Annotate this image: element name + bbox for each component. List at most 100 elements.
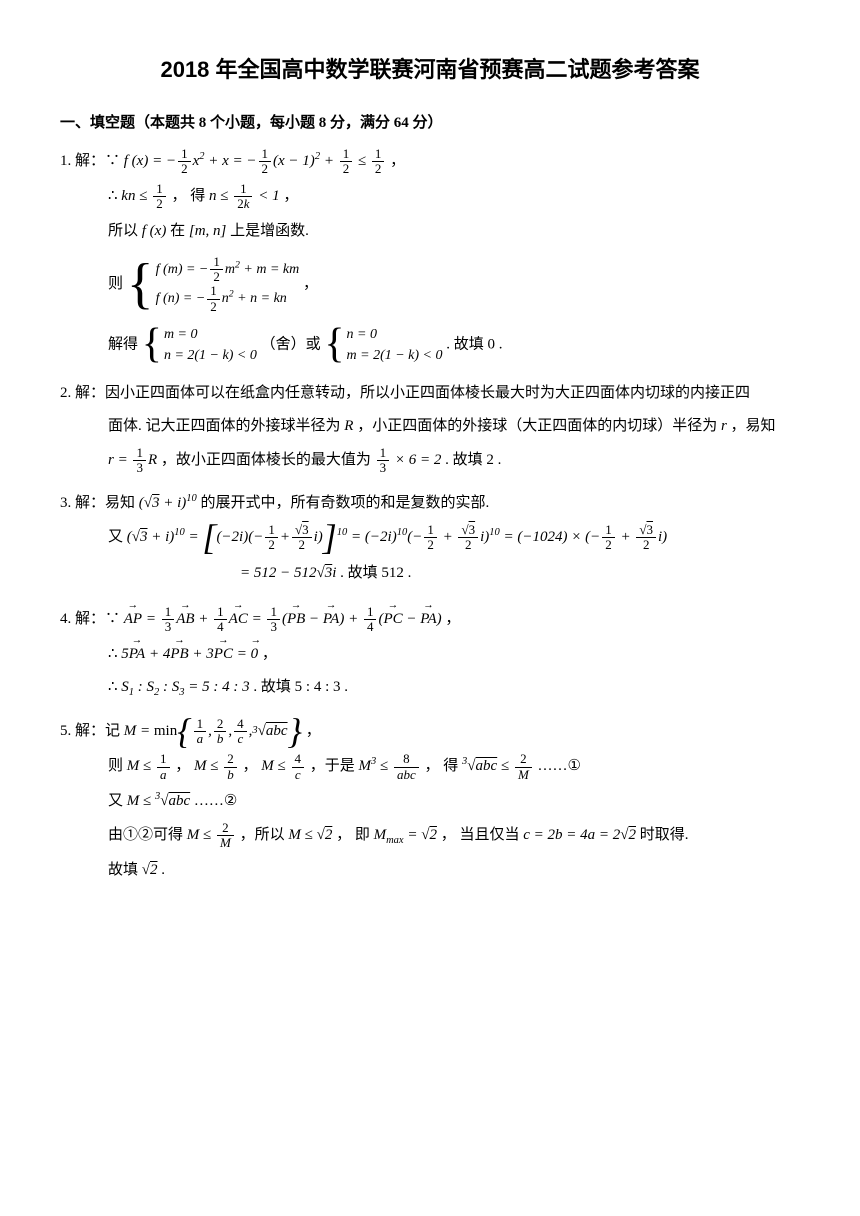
p1-line2: ∴ kn ≤ 12 ， 得 n ≤ 12k < 1 ，	[60, 182, 800, 212]
p1-line4: 则 { f (m) = −12m2 + m = km f (n) = −12n2…	[60, 255, 800, 314]
text: 4. 解：∵	[60, 611, 124, 627]
math-expr: r = 13R	[108, 452, 157, 468]
doc-title: 2018 年全国高中数学联赛河南省预赛高二试题参考答案	[60, 50, 800, 90]
text: （舍）或	[261, 336, 325, 352]
text: ∴	[108, 188, 121, 204]
text: . 故填 5 : 4 : 3 .	[253, 679, 348, 695]
text: . 故填 2 .	[445, 452, 501, 468]
section-heading: 一、填空题（本题共 8 个小题，每小题 8 分，满分 64 分）	[60, 110, 800, 137]
math-expr: = 512 − 512√3i	[240, 565, 336, 581]
text: ，故小正四面体棱长的最大值为	[161, 452, 375, 468]
text: 5. 解：记	[60, 723, 124, 739]
math-expr: M ≤ 4c	[261, 758, 306, 774]
text: 则	[108, 758, 127, 774]
text: ， 当且仅当	[441, 827, 524, 843]
text: ，于是	[310, 758, 359, 774]
math-expr: (√3 + i)10	[139, 495, 197, 511]
text: 上是增函数.	[230, 223, 309, 239]
text: ∴	[108, 679, 121, 695]
p5-line3: 又 M ≤ 3√abc ……②	[60, 788, 800, 815]
math-var: r	[721, 418, 727, 434]
text: ，	[303, 276, 318, 292]
math-expr: c = 2b = 4a = 2√2	[523, 827, 636, 843]
math-expr: S1 : S2 : S3 = 5 : 4 : 3	[121, 679, 249, 695]
text: ，	[243, 758, 262, 774]
text: 由①②可得	[108, 827, 187, 843]
p1-line5: 解得 { m = 0 n = 2(1 − k) < 0 （舍）或 { n = 0…	[60, 324, 800, 366]
math-expr: √2	[142, 862, 158, 878]
text: 解得	[108, 336, 142, 352]
text: 面体. 记大正四面体的外接球半径为	[108, 418, 344, 434]
text: ……①	[538, 758, 581, 774]
problem-2: 2. 解：因小正四面体可以在纸盒内任意转动，所以小正四面体棱长最大时为大正四面体…	[60, 380, 800, 476]
math-expr: f (x)	[142, 223, 167, 239]
text: ，易知	[731, 418, 776, 434]
text: ，	[306, 723, 321, 739]
p3-line1: 3. 解：易知 (√3 + i)10 的展开式中，所有奇数项的和是复数的实部.	[60, 490, 800, 517]
text: . 故填 0 .	[446, 336, 502, 352]
text: 又	[108, 529, 127, 545]
problem-1: 1. 解：∵ f (x) = −12x2 + x = −12(x − 1)2 +…	[60, 147, 800, 366]
text: ，	[262, 646, 277, 662]
equation-system: { n = 0 m = 2(1 − k) < 0	[324, 324, 442, 366]
text: ，	[175, 758, 194, 774]
math-expr: f (x) = −12x2 + x = −12(x − 1)2 + 12 ≤ 1…	[124, 153, 387, 169]
text: 在	[170, 223, 189, 239]
math-expr: M = min{1a, 2b, 4c, 3√abc}	[124, 723, 302, 739]
text: ， 得	[171, 188, 209, 204]
p3-line2: 又 (√3 + i)10 = [(−2i)(−12 + √32i)]10 = (…	[60, 523, 800, 553]
math-expr: M ≤ √2	[288, 827, 332, 843]
text: ， 得	[425, 758, 463, 774]
equation-system: { m = 0 n = 2(1 − k) < 0	[142, 324, 257, 366]
text: 时取得.	[640, 827, 689, 843]
math-expr: kn ≤ 12	[121, 188, 167, 204]
text: 1. 解：∵	[60, 153, 124, 169]
text: 故填	[108, 862, 142, 878]
p5-line5: 故填 √2 .	[60, 857, 800, 884]
math-expr: 3√abc ≤ 2M	[462, 758, 534, 774]
p3-line3: = 512 − 512√3i . 故填 512 .	[60, 560, 800, 587]
p4-line1: 4. 解：∵ AP = 13AB + 14AC = 13(PB − PA) + …	[60, 605, 800, 635]
text: ∴	[108, 646, 121, 662]
text: 3. 解：易知	[60, 495, 139, 511]
p2-line1: 2. 解：因小正四面体可以在纸盒内任意转动，所以小正四面体棱长最大时为大正四面体…	[60, 380, 800, 407]
text: ，小正四面体的外接球（大正四面体的内切球）半径为	[357, 418, 721, 434]
text: . 故填 512 .	[340, 565, 411, 581]
math-expr: 5PA + 4PB + 3PC = 0	[121, 646, 258, 662]
text: 所以	[108, 223, 142, 239]
text: ， 即	[336, 827, 374, 843]
math-expr: M ≤ 2b	[194, 758, 239, 774]
math-expr: [m, n]	[189, 223, 227, 239]
math-expr: (√3 + i)10 = [(−2i)(−12 + √32i)]10 = (−2…	[127, 529, 667, 545]
p5-line1: 5. 解：记 M = min{1a, 2b, 4c, 3√abc} ，	[60, 717, 800, 747]
problem-3: 3. 解：易知 (√3 + i)10 的展开式中，所有奇数项的和是复数的实部. …	[60, 490, 800, 588]
math-expr: M ≤ 1a	[127, 758, 172, 774]
text: ，	[445, 611, 460, 627]
math-expr: Mmax = √2	[374, 827, 437, 843]
p5-line2: 则 M ≤ 1a ， M ≤ 2b ， M ≤ 4c ，于是 M3 ≤ 8abc…	[60, 752, 800, 782]
math-expr: 13 × 6 = 2	[375, 452, 442, 468]
equation-system: { f (m) = −12m2 + m = km f (n) = −12n2 +…	[127, 255, 299, 314]
math-expr: n ≤ 12k < 1	[209, 188, 280, 204]
text: ，	[390, 153, 405, 169]
problem-5: 5. 解：记 M = min{1a, 2b, 4c, 3√abc} ， 则 M …	[60, 717, 800, 884]
math-var: R	[344, 418, 353, 434]
p4-line2: ∴ 5PA + 4PB + 3PC = 0 ，	[60, 641, 800, 668]
text: ……②	[194, 793, 237, 809]
p2-line3: r = 13R ，故小正四面体棱长的最大值为 13 × 6 = 2 . 故填 2…	[60, 446, 800, 476]
p2-line2: 面体. 记大正四面体的外接球半径为 R ，小正四面体的外接球（大正四面体的内切球…	[60, 413, 800, 440]
math-expr: M ≤ 2M	[187, 827, 236, 843]
text: 的展开式中，所有奇数项的和是复数的实部.	[201, 495, 490, 511]
text: 则	[108, 276, 127, 292]
text: ，	[283, 188, 298, 204]
math-expr: AP = 13AB + 14AC = 13(PB − PA) + 14(PC −…	[124, 611, 442, 627]
math-expr: M ≤ 3√abc	[127, 793, 190, 809]
text: 又	[108, 793, 127, 809]
p1-line3: 所以 f (x) 在 [m, n] 上是增函数.	[60, 218, 800, 245]
problem-4: 4. 解：∵ AP = 13AB + 14AC = 13(PB − PA) + …	[60, 605, 800, 702]
p1-line1: 1. 解：∵ f (x) = −12x2 + x = −12(x − 1)2 +…	[60, 147, 800, 177]
math-expr: M3 ≤ 8abc	[359, 758, 421, 774]
p5-line4: 由①②可得 M ≤ 2M ，所以 M ≤ √2 ， 即 Mmax = √2 ， …	[60, 821, 800, 851]
p4-line3: ∴ S1 : S2 : S3 = 5 : 4 : 3 . 故填 5 : 4 : …	[60, 674, 800, 703]
text: ，所以	[240, 827, 289, 843]
